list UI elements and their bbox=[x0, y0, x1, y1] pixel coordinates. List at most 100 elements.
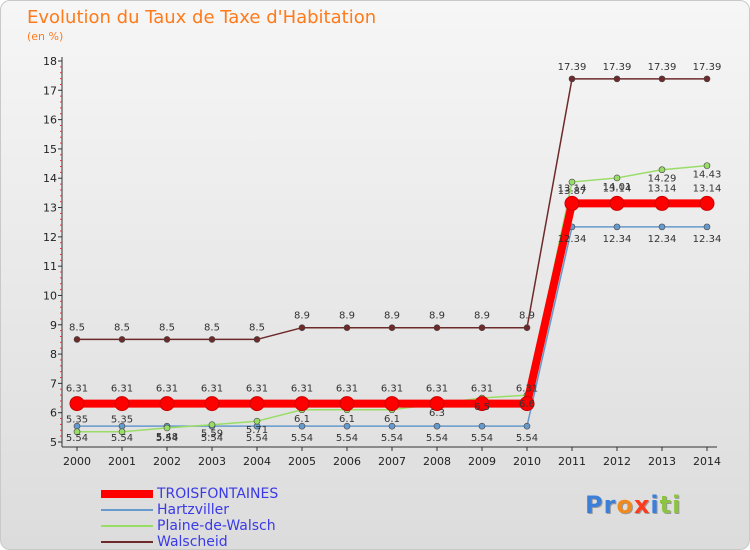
logo-letter: r bbox=[603, 491, 617, 519]
data-point-walscheid bbox=[568, 75, 576, 83]
data-point-hartzviller bbox=[298, 422, 306, 430]
data-point-walscheid bbox=[118, 336, 126, 343]
data-label-plaine-de-walsch: 5.59 bbox=[201, 429, 223, 440]
y-tick-label: 7 bbox=[50, 377, 57, 390]
data-point-plaine-de-walsch bbox=[73, 428, 81, 436]
data-label-hartzviller: 12.34 bbox=[558, 234, 587, 245]
data-label-plaine-de-walsch: 5.35 bbox=[111, 415, 133, 426]
y-tick-label: 16 bbox=[43, 114, 57, 127]
data-point-walscheid bbox=[703, 75, 711, 83]
x-tick-label: 2010 bbox=[513, 455, 541, 468]
x-tick-label: 2008 bbox=[423, 455, 451, 468]
data-label-walscheid: 17.39 bbox=[603, 62, 632, 73]
data-point-plaine-de-walsch bbox=[658, 166, 666, 174]
logo-letter: t bbox=[659, 491, 673, 519]
data-point-walscheid bbox=[163, 336, 171, 343]
data-point-troisfontaines bbox=[114, 396, 130, 412]
x-tick-label: 2014 bbox=[693, 455, 721, 468]
data-label-walscheid: 8.9 bbox=[384, 311, 400, 322]
data-point-troisfontaines bbox=[204, 396, 220, 412]
x-tick-label: 2001 bbox=[108, 455, 136, 468]
y-tick-label: 13 bbox=[43, 202, 57, 215]
y-tick-label: 15 bbox=[43, 143, 57, 156]
legend-label: Hartzviller bbox=[157, 502, 230, 518]
data-label-plaine-de-walsch: 14.29 bbox=[648, 174, 677, 185]
data-point-troisfontaines bbox=[384, 396, 400, 412]
data-point-walscheid bbox=[253, 336, 261, 343]
data-point-troisfontaines bbox=[69, 396, 85, 412]
data-point-hartzviller bbox=[658, 223, 666, 231]
data-point-troisfontaines bbox=[249, 396, 265, 412]
data-label-walscheid: 8.5 bbox=[159, 322, 175, 333]
data-label-walscheid: 8.5 bbox=[249, 322, 265, 333]
y-tick-label: 14 bbox=[43, 172, 57, 185]
data-label-walscheid: 8.9 bbox=[474, 311, 490, 322]
series-layer bbox=[69, 75, 715, 436]
data-point-walscheid bbox=[388, 324, 396, 332]
data-label-walscheid: 8.9 bbox=[519, 311, 535, 322]
y-tick-label: 5 bbox=[50, 436, 57, 449]
legend-item-plaine-de-walsch: Plaine-de-Walsch bbox=[101, 518, 401, 534]
data-label-walscheid: 17.39 bbox=[648, 62, 677, 73]
proxiti-logo: Proxiti bbox=[585, 491, 681, 519]
data-point-troisfontaines bbox=[294, 396, 310, 412]
data-label-troisfontaines: 6.31 bbox=[381, 384, 403, 395]
data-label-troisfontaines: 13.14 bbox=[693, 183, 722, 194]
logo-letter: i bbox=[650, 491, 660, 519]
data-label-hartzviller: 12.34 bbox=[603, 234, 632, 245]
data-label-walscheid: 17.39 bbox=[558, 62, 587, 73]
data-label-walscheid: 8.5 bbox=[69, 322, 85, 333]
y-tick-label: 12 bbox=[43, 231, 57, 244]
chart-unit: (en %) bbox=[27, 30, 64, 43]
data-label-hartzviller: 5.54 bbox=[66, 433, 88, 444]
data-label-troisfontaines: 6.31 bbox=[471, 384, 493, 395]
y-tick-label: 8 bbox=[50, 348, 57, 361]
data-label-hartzviller: 12.34 bbox=[693, 234, 722, 245]
data-label-walscheid: 8.9 bbox=[429, 311, 445, 322]
data-label-troisfontaines: 6.31 bbox=[111, 384, 133, 395]
data-point-hartzviller bbox=[343, 422, 351, 430]
data-point-walscheid bbox=[343, 324, 351, 332]
data-point-walscheid bbox=[73, 336, 81, 343]
logo-letter: P bbox=[585, 491, 604, 519]
legend-item-hartzviller: Hartzviller bbox=[101, 502, 401, 518]
data-label-troisfontaines: 13.14 bbox=[558, 183, 587, 194]
data-label-hartzviller: 5.54 bbox=[471, 433, 493, 444]
data-label-plaine-de-walsch: 14.43 bbox=[693, 170, 722, 181]
data-label-walscheid: 8.9 bbox=[294, 311, 310, 322]
data-label-plaine-de-walsch: 5.35 bbox=[66, 415, 88, 426]
x-tick-label: 2004 bbox=[243, 455, 271, 468]
data-label-hartzviller: 5.54 bbox=[246, 433, 268, 444]
data-label-troisfontaines: 13.14 bbox=[648, 183, 677, 194]
y-tick-label: 17 bbox=[43, 84, 57, 97]
data-point-troisfontaines bbox=[564, 195, 580, 211]
data-labels: 6.31 6.31 6.31 6.31 6.31 6.31 6.31 6.31 6.31 6.31… bbox=[66, 62, 721, 444]
data-label-hartzviller: 5.54 bbox=[201, 433, 223, 444]
logo-letter: i bbox=[672, 491, 682, 519]
data-label-walscheid: 17.39 bbox=[693, 62, 722, 73]
data-point-troisfontaines bbox=[609, 195, 625, 211]
data-label-hartzviller: 5.54 bbox=[516, 433, 538, 444]
data-label-troisfontaines: 6.31 bbox=[426, 384, 448, 395]
data-label-plaine-de-walsch: 5.71 bbox=[246, 425, 268, 436]
axes: 5 6 7 8 9 10 11 12 13 14 15 16 17 18 2000 2001 2002 2003 2… bbox=[43, 55, 721, 468]
y-tick-label: 6 bbox=[50, 407, 57, 420]
data-point-walscheid bbox=[298, 324, 306, 332]
data-point-plaine-de-walsch bbox=[118, 428, 126, 436]
data-label-plaine-de-walsch: 6.6 bbox=[519, 399, 535, 410]
data-label-troisfontaines: 6.31 bbox=[516, 384, 538, 395]
data-point-plaine-de-walsch bbox=[208, 421, 216, 429]
legend-swatch bbox=[101, 509, 153, 511]
data-label-walscheid: 8.5 bbox=[114, 322, 130, 333]
data-label-plaine-de-walsch: 6.5 bbox=[474, 402, 490, 413]
data-point-hartzviller bbox=[433, 422, 441, 430]
data-point-troisfontaines bbox=[519, 396, 535, 412]
y-tick-label: 11 bbox=[43, 260, 57, 273]
legend-swatch bbox=[101, 490, 153, 498]
legend-label: Plaine-de-Walsch bbox=[157, 518, 276, 534]
y-tick-label: 10 bbox=[43, 289, 57, 302]
x-tick-label: 2009 bbox=[468, 455, 496, 468]
data-label-hartzviller: 5.54 bbox=[426, 433, 448, 444]
